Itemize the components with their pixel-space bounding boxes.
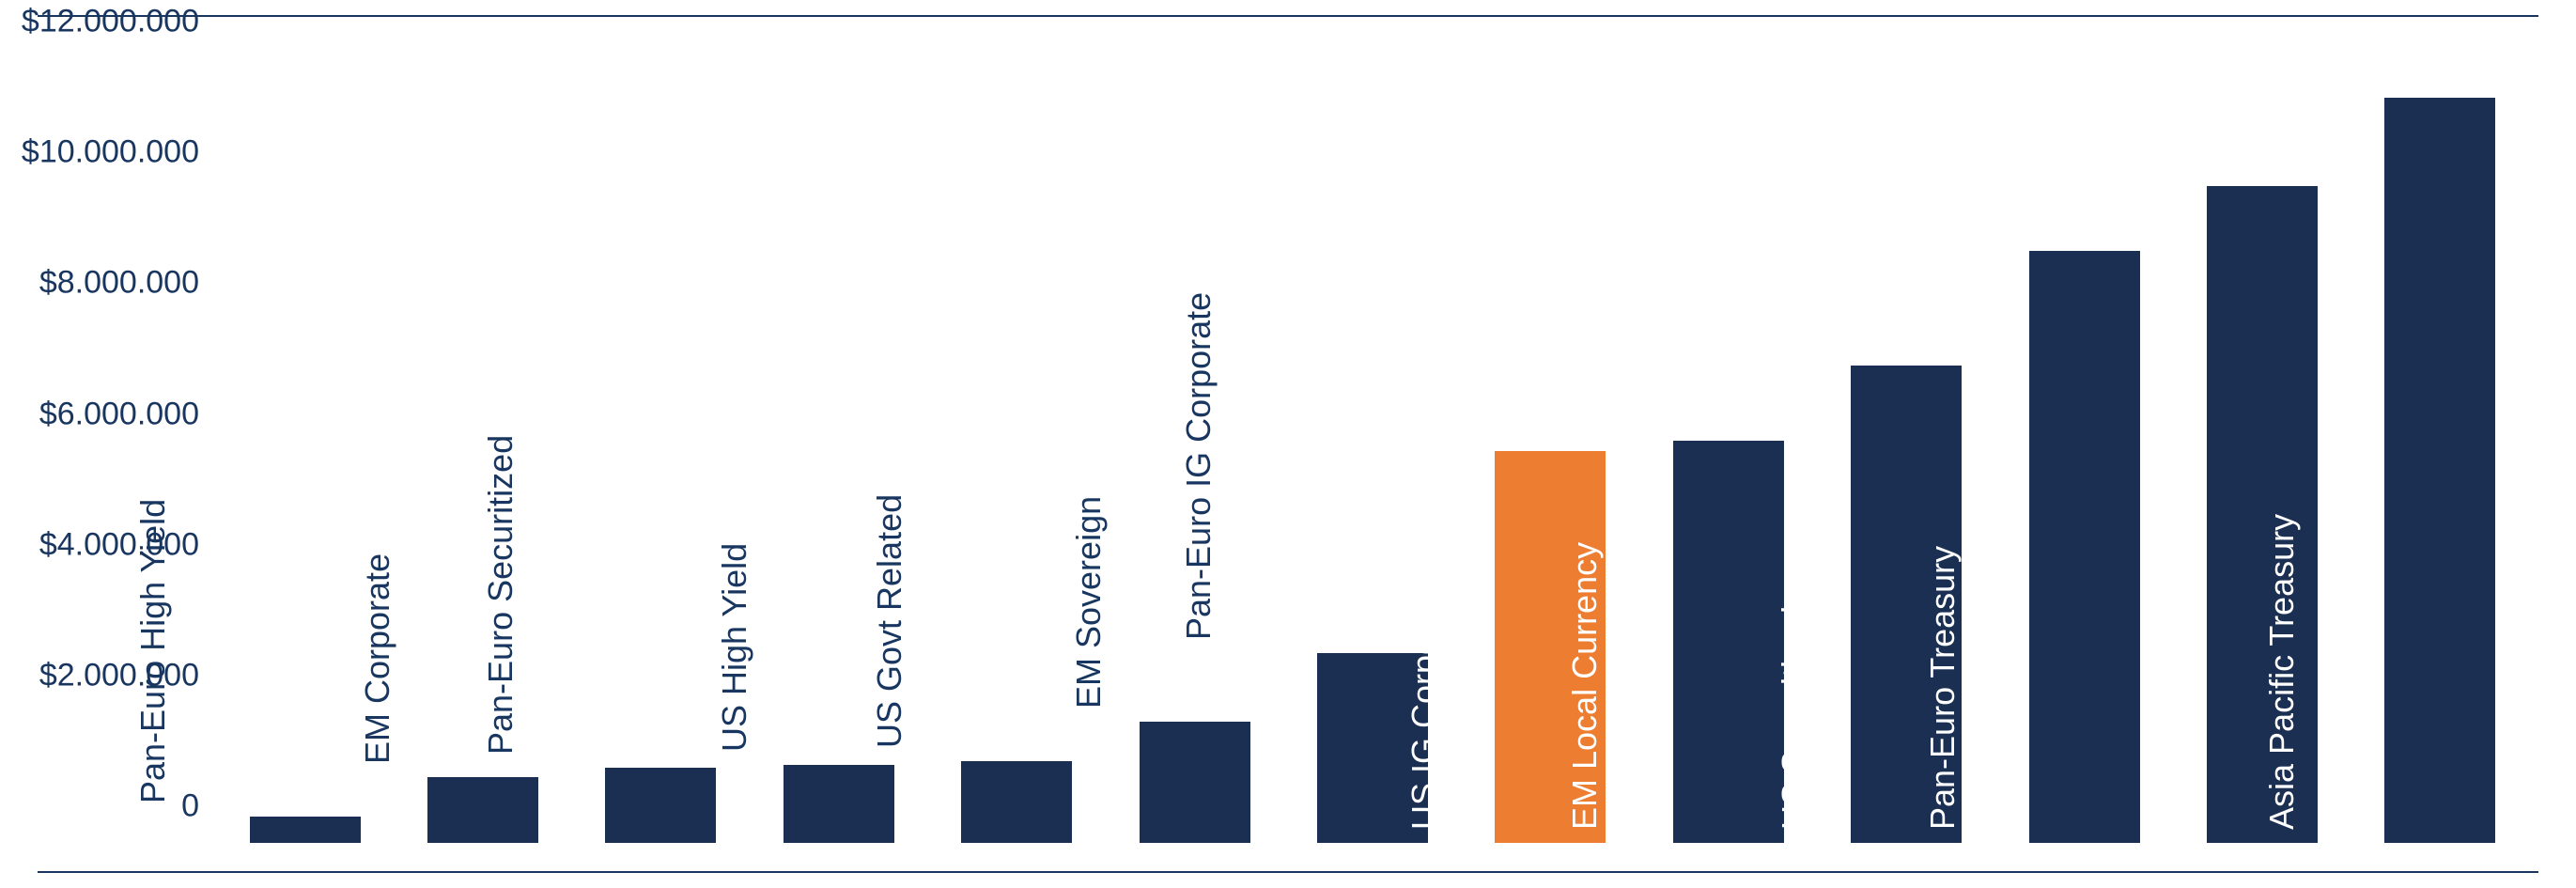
y-tick-label: $8.000.000 <box>39 265 216 302</box>
bar-slot: Pan-Euro High Yield <box>216 58 394 843</box>
bar-slot: Asia Pacific Treasury <box>2351 58 2529 843</box>
bar-slot: EM Local Currency <box>1639 58 1817 843</box>
y-tick-label: 0 <box>181 788 216 825</box>
bar: EM Sovereign <box>1140 722 1250 843</box>
bar: US Treasury <box>2207 186 2318 843</box>
bar-slot: US High Yield <box>750 58 927 843</box>
bar: Pan-Euro Securitized <box>605 768 716 843</box>
bar-slot: US Securitized <box>1818 58 1995 843</box>
bar: US IG Corporate <box>1495 451 1606 844</box>
y-tick-label: $2.000.000 <box>39 657 216 693</box>
bar: US Govt Related <box>961 761 1072 843</box>
bar-slot: Pan-Euro IG Corporate <box>1283 58 1461 843</box>
bar-slot: US Treasury <box>2173 58 2351 843</box>
y-tick-label: $10.000.000 <box>22 134 216 171</box>
bar: EM Local Currency <box>1673 441 1784 843</box>
top-frame-rule <box>38 15 2538 17</box>
bar: US High Yield <box>784 765 894 844</box>
bar-slot: EM Corporate <box>394 58 571 843</box>
y-tick-label: $4.000.000 <box>39 526 216 563</box>
bar-slot: Pan-Euro Treasury <box>1995 58 2173 843</box>
bar: Pan-Euro High Yield <box>250 817 361 843</box>
bar: Pan-Euro IG Corporate <box>1317 653 1428 843</box>
bars-container: Pan-Euro High Yield EM Corporate Pan-Euro … <box>216 58 2529 843</box>
market-size-bar-chart: Pan-Euro High Yield EM Corporate Pan-Euro … <box>0 0 2576 888</box>
bar: Pan-Euro Treasury <box>2029 251 2140 843</box>
bar-slot: EM Sovereign <box>1106 58 1283 843</box>
y-tick-label: $6.000.000 <box>39 396 216 432</box>
bar: Asia Pacific Treasury <box>2384 98 2495 843</box>
bar-slot: US IG Corporate <box>1462 58 1639 843</box>
bar: US Securitized <box>1851 366 1962 843</box>
bottom-frame-rule <box>38 871 2538 873</box>
bar-slot: Pan-Euro Securitized <box>572 58 750 843</box>
bar: EM Corporate <box>427 777 538 843</box>
bar-slot: US Govt Related <box>928 58 1106 843</box>
plot-area: Pan-Euro High Yield EM Corporate Pan-Euro … <box>216 58 2529 843</box>
y-tick-label: $12.000.000 <box>22 4 216 40</box>
